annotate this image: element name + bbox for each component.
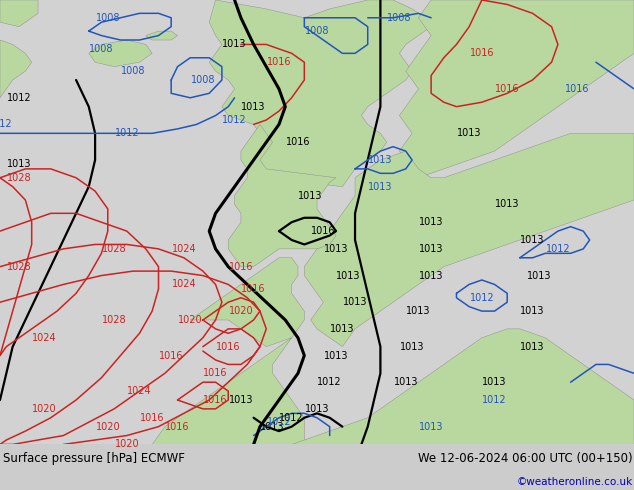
Text: 1013: 1013 — [299, 191, 323, 200]
Text: 1028: 1028 — [7, 173, 31, 183]
Text: 1013: 1013 — [419, 244, 443, 254]
Text: 1012: 1012 — [280, 413, 304, 423]
Polygon shape — [399, 0, 634, 178]
Text: 1012: 1012 — [546, 244, 570, 254]
Text: 1013: 1013 — [521, 342, 545, 352]
Text: 1028: 1028 — [102, 315, 126, 325]
Text: 1016: 1016 — [565, 84, 589, 94]
Text: 1008: 1008 — [96, 13, 120, 23]
Text: 1016: 1016 — [204, 395, 228, 405]
Text: 1013: 1013 — [419, 270, 443, 281]
Text: 1008: 1008 — [387, 13, 411, 23]
Text: 1008: 1008 — [121, 66, 145, 76]
Text: 1013: 1013 — [324, 350, 348, 361]
Text: 1008: 1008 — [191, 75, 215, 85]
Text: 1016: 1016 — [470, 49, 494, 58]
Text: 1012: 1012 — [267, 417, 291, 427]
Text: We 12-06-2024 06:00 UTC (00+150): We 12-06-2024 06:00 UTC (00+150) — [418, 452, 633, 465]
Polygon shape — [89, 40, 152, 67]
Text: 1016: 1016 — [204, 368, 228, 378]
Text: 1016: 1016 — [286, 137, 310, 147]
Text: 1024: 1024 — [172, 279, 196, 290]
Text: 1016: 1016 — [267, 57, 291, 67]
Text: 1013: 1013 — [495, 199, 519, 209]
Text: 1013: 1013 — [337, 270, 361, 281]
Text: 1013: 1013 — [419, 217, 443, 227]
Text: 1028: 1028 — [102, 244, 126, 254]
Text: 1012: 1012 — [7, 93, 31, 103]
Text: 1008: 1008 — [89, 44, 113, 54]
Text: 1012: 1012 — [0, 120, 12, 129]
Text: 1020: 1020 — [32, 404, 56, 414]
Text: 1013: 1013 — [419, 422, 443, 432]
Polygon shape — [228, 124, 336, 267]
Text: ©weatheronline.co.uk: ©weatheronline.co.uk — [517, 477, 633, 487]
Text: 1016: 1016 — [140, 413, 164, 423]
Text: 1013: 1013 — [368, 182, 392, 192]
Polygon shape — [152, 329, 634, 444]
Text: 1020: 1020 — [229, 306, 253, 316]
Text: Surface pressure [hPa] ECMWF: Surface pressure [hPa] ECMWF — [3, 452, 185, 465]
Text: 1013: 1013 — [242, 101, 266, 112]
Text: 1020: 1020 — [178, 315, 202, 325]
Text: 1024: 1024 — [172, 244, 196, 254]
Text: 1013: 1013 — [305, 404, 329, 414]
Text: 1013: 1013 — [521, 235, 545, 245]
Text: 1012: 1012 — [470, 293, 494, 303]
Text: 1013: 1013 — [521, 306, 545, 316]
Text: 1024: 1024 — [127, 386, 152, 396]
Text: 1020: 1020 — [115, 440, 139, 449]
Text: 1013: 1013 — [330, 324, 354, 334]
Text: 1012: 1012 — [482, 395, 507, 405]
Text: 1013: 1013 — [457, 128, 481, 138]
Text: 1013: 1013 — [223, 39, 247, 49]
Text: 1016: 1016 — [311, 226, 335, 236]
Text: 1013: 1013 — [394, 377, 418, 387]
Text: 1012: 1012 — [115, 128, 139, 138]
Text: 1013: 1013 — [368, 155, 392, 165]
Text: 1013: 1013 — [229, 395, 253, 405]
Text: 1013: 1013 — [406, 306, 430, 316]
Text: 1016: 1016 — [216, 342, 240, 352]
Polygon shape — [146, 31, 178, 40]
Text: 1013: 1013 — [7, 159, 31, 170]
Text: 1024: 1024 — [32, 333, 56, 343]
Text: 1020: 1020 — [96, 422, 120, 432]
Text: 1013: 1013 — [527, 270, 551, 281]
Polygon shape — [152, 258, 304, 444]
Text: 1013: 1013 — [324, 244, 348, 254]
Text: 1012: 1012 — [318, 377, 342, 387]
Text: 1028: 1028 — [7, 262, 31, 271]
Polygon shape — [304, 133, 634, 346]
Text: 1013: 1013 — [482, 377, 507, 387]
Text: 1016: 1016 — [495, 84, 519, 94]
Text: 1013: 1013 — [343, 297, 367, 307]
Text: 1016: 1016 — [165, 422, 190, 432]
Polygon shape — [209, 0, 431, 187]
Text: 1008: 1008 — [305, 26, 329, 36]
Text: 1013: 1013 — [400, 342, 424, 352]
Text: 1012: 1012 — [223, 115, 247, 125]
Text: 1016: 1016 — [242, 284, 266, 294]
Text: 1013: 1013 — [261, 422, 285, 432]
Polygon shape — [0, 0, 38, 26]
Polygon shape — [0, 40, 32, 98]
Text: 1016: 1016 — [229, 262, 253, 271]
Text: 1016: 1016 — [159, 350, 183, 361]
